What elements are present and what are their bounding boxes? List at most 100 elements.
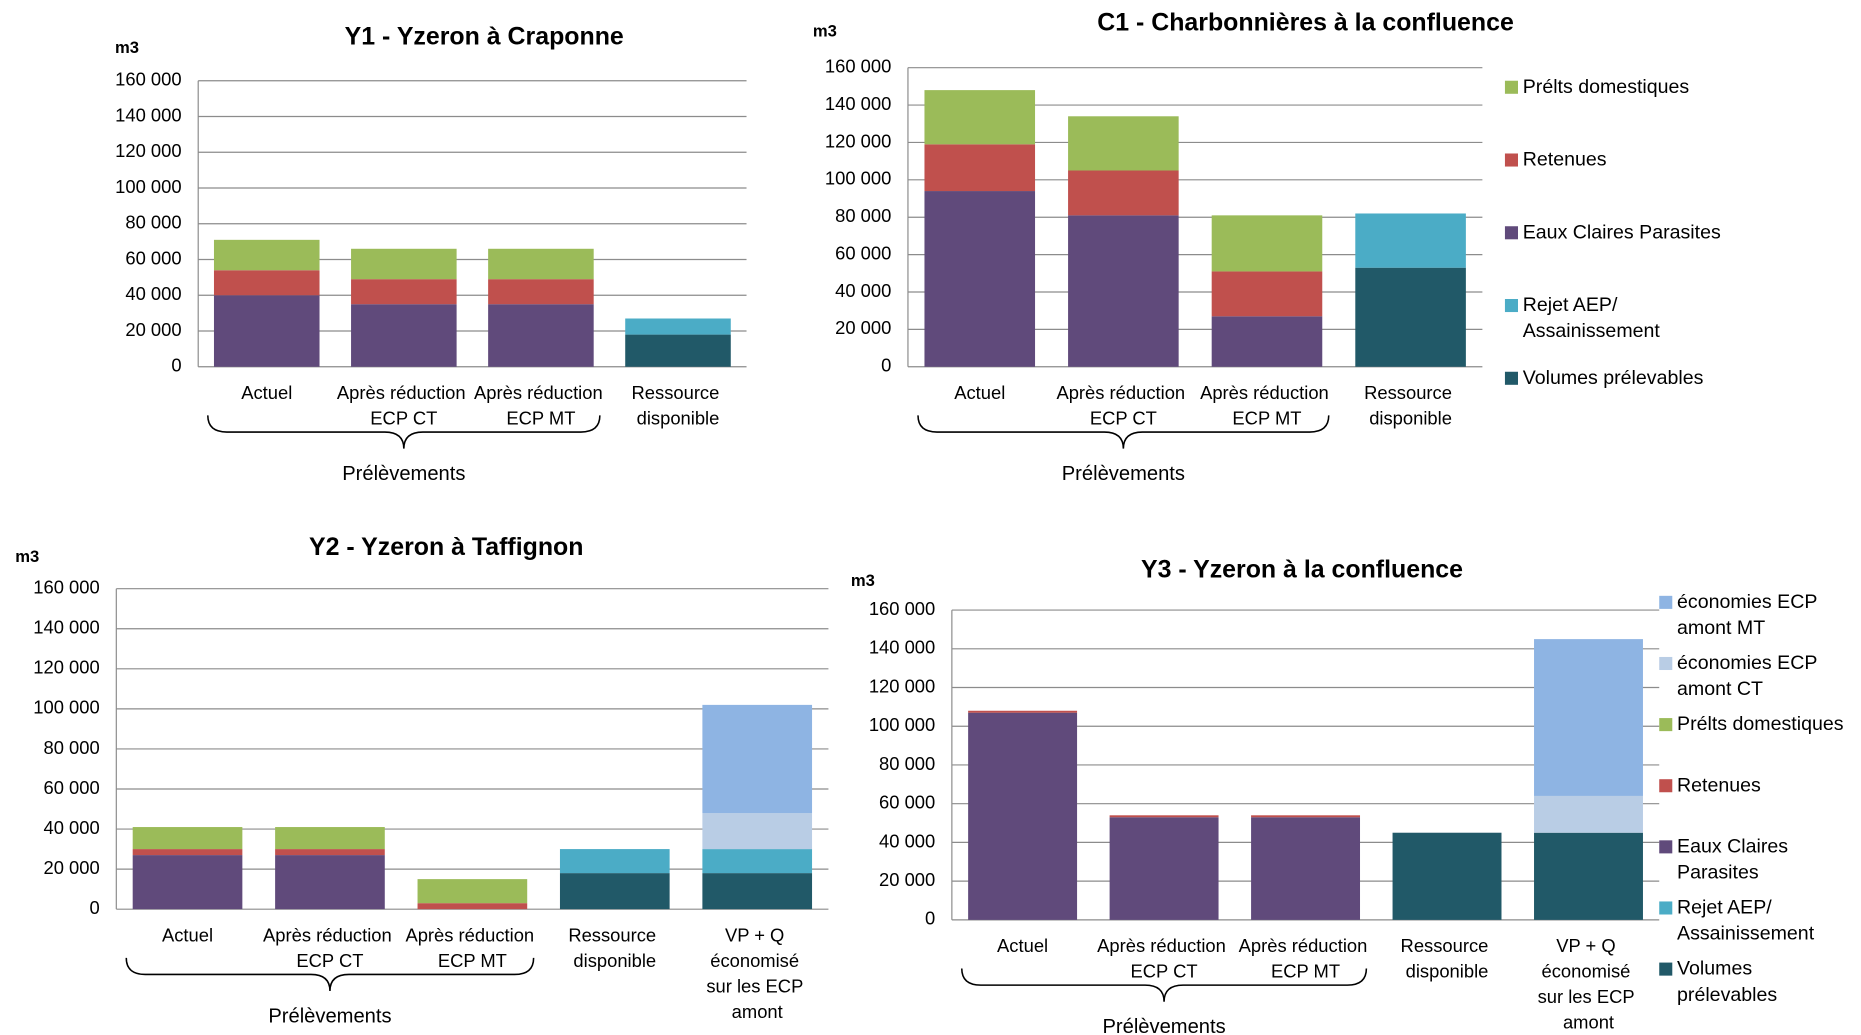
bar-segment (702, 704, 813, 814)
legend-swatch (1504, 153, 1518, 167)
bar-segment (1392, 832, 1502, 920)
bar-segment (351, 279, 457, 305)
x-tick-label: Après réduction ECP CT (263, 924, 397, 971)
x-tick-label: Après réduction ECP CT (1097, 935, 1231, 982)
bar-segment (351, 304, 457, 367)
group-label: Prélèvements (1062, 463, 1185, 485)
y-tick-label: 20 000 (43, 857, 99, 878)
bar-segment (1068, 116, 1179, 171)
y-tick-label: 80 000 (43, 737, 99, 758)
y-tick-label: 80 000 (835, 205, 891, 226)
legend-swatch (1659, 779, 1673, 793)
group-label: Prélèvements (342, 463, 465, 485)
bar-segment (488, 304, 594, 367)
bar-segment (488, 279, 594, 305)
bar-segment (1211, 271, 1323, 317)
y-tick-label: 60 000 (835, 242, 891, 263)
legend-swatch (1659, 840, 1673, 854)
bar-segment (702, 873, 813, 910)
y-tick-label: 100 000 (869, 714, 935, 735)
y-tick-label: 20 000 (879, 869, 935, 890)
y-tick-label: 120 000 (33, 657, 99, 678)
bar-segment (1068, 215, 1179, 367)
legend-label: économies ECP amont MT (1677, 591, 1822, 639)
y-tick-label: 0 (89, 897, 99, 918)
y-unit: m3 (813, 21, 837, 40)
x-tick-label: VP + Q économisé sur les ECP amont (1538, 935, 1640, 1033)
y-tick-label: 0 (171, 355, 181, 376)
y-tick-label: 0 (925, 908, 935, 929)
legend-label: Volumes prélevables (1523, 367, 1704, 389)
bar-segment (213, 239, 320, 271)
y-tick-label: 20 000 (835, 317, 891, 338)
y-unit: m3 (115, 38, 139, 57)
bar-segment (968, 710, 1078, 713)
x-tick-label: Après réduction ECP MT (1239, 935, 1373, 982)
bar-segment (488, 248, 594, 280)
x-tick-label: Actuel (954, 382, 1005, 403)
x-tick-label: Actuel (241, 382, 292, 403)
y-tick-label: 60 000 (879, 792, 935, 813)
bar-segment (625, 334, 731, 367)
bar-segment (1251, 817, 1361, 920)
legend-label: Prélts domestiques (1523, 76, 1690, 98)
bar-segment (132, 849, 243, 856)
bar-segment (213, 295, 320, 367)
x-tick-label: Après réduction ECP MT (405, 924, 539, 971)
legend-swatch (1659, 901, 1673, 915)
legend-label: Retenues (1523, 149, 1607, 171)
legend-swatch (1504, 371, 1518, 385)
legend-label: économies ECP amont CT (1677, 652, 1822, 700)
legend-swatch (1504, 298, 1518, 313)
y-tick-label: 140 000 (825, 93, 891, 114)
y-tick-label: 40 000 (43, 817, 99, 838)
x-tick-label: Après réduction ECP CT (1056, 382, 1190, 429)
bar-segment (1211, 215, 1323, 272)
bar-segment (417, 903, 528, 910)
x-tick-label: Ressource disponible (632, 382, 725, 429)
y-unit: m3 (15, 547, 39, 566)
y-tick-label: 80 000 (879, 753, 935, 774)
y-tick-label: 100 000 (115, 176, 181, 197)
group-brace (207, 415, 601, 449)
bar-segment (132, 827, 243, 850)
bar-segment (924, 144, 1036, 192)
chart-title: Y2 - Yzeron à Taffignon (309, 533, 583, 561)
y-tick-label: 120 000 (825, 130, 891, 151)
legend-label: Eaux Claires Parasites (1523, 222, 1721, 244)
bar-segment (702, 813, 813, 850)
y-tick-label: 140 000 (869, 637, 935, 658)
x-tick-label: Après réduction ECP CT (337, 382, 471, 429)
x-tick-label: Ressource disponible (1401, 935, 1494, 982)
bar-segment (1534, 795, 1643, 833)
bar-segment (1355, 213, 1466, 268)
bar-segment (1251, 815, 1361, 818)
y-tick-label: 40 000 (125, 283, 181, 304)
y-tick-label: 0 (881, 355, 891, 376)
x-tick-label: Après réduction ECP MT (474, 382, 608, 429)
bar-segment (275, 855, 385, 910)
bar-segment (1211, 316, 1323, 367)
legend-label: Retenues (1677, 774, 1761, 796)
legend-swatch (1659, 595, 1673, 609)
y-tick-label: 120 000 (869, 675, 935, 696)
y-tick-label: 60 000 (43, 777, 99, 798)
y-tick-label: 100 000 (825, 168, 891, 189)
bar-segment (1109, 817, 1219, 920)
x-tick-label: Ressource disponible (568, 924, 661, 971)
legend-label: Volumes prélevables (1677, 958, 1777, 1006)
legend-swatch (1504, 80, 1518, 94)
bar-segment (1068, 170, 1179, 216)
bar-segment (924, 191, 1036, 367)
group-label: Prélèvements (1102, 1016, 1225, 1035)
bar-segment (1355, 267, 1466, 367)
bar-segment (559, 873, 670, 910)
legend-swatch (1504, 226, 1518, 240)
x-tick-label: Après réduction ECP MT (1200, 382, 1334, 429)
bar-segment (1109, 815, 1219, 818)
y-tick-label: 40 000 (879, 830, 935, 851)
y-unit: m3 (851, 571, 875, 590)
legend-label: Rejet AEP/ Assainissement (1523, 294, 1661, 342)
y-tick-label: 60 000 (125, 247, 181, 268)
